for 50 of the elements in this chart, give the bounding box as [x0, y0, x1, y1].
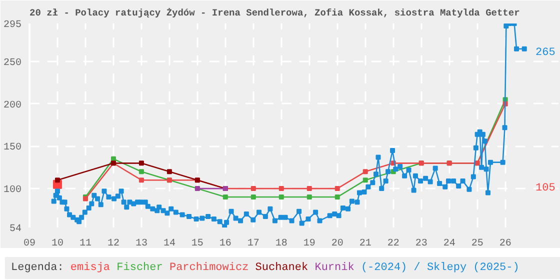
point	[138, 160, 144, 166]
x-tick-label: 20	[331, 238, 344, 250]
chart-title: 20 zł - Polacy ratujący Żydów - Irena Sendlerowa, Zofia Kossak, siostra Matylda Getter	[30, 8, 520, 18]
point	[278, 186, 284, 192]
x-tick-label: 24	[443, 238, 456, 250]
x-tick-label: 14	[163, 238, 176, 250]
y-tick-label: 150	[3, 142, 22, 154]
x-tick-label: 19	[303, 238, 316, 250]
point	[166, 169, 172, 174]
point	[222, 194, 228, 200]
x-tick-label: 11	[79, 238, 92, 250]
x-tick-label: 26	[499, 238, 512, 250]
x-tick-label: 10	[51, 238, 64, 250]
x-tick-label: 21	[359, 238, 372, 250]
point	[362, 178, 368, 183]
text: Parchimowicz	[169, 262, 249, 274]
y-tick-label: 54	[10, 224, 22, 235]
point	[306, 194, 312, 200]
text: emisja	[70, 262, 110, 274]
point	[138, 178, 144, 183]
y-tick-label: 100	[3, 185, 22, 196]
point	[250, 194, 256, 200]
y-tick-label: 200	[3, 100, 22, 112]
x-tick-label: 13	[135, 238, 148, 250]
x-tick-label: 25	[471, 238, 484, 250]
x-tick-label: 22	[387, 238, 400, 250]
point	[334, 186, 340, 192]
y-tick-label: 250	[3, 58, 22, 70]
x-tick-label: 16	[219, 238, 232, 250]
y-tick-label: 295	[3, 20, 22, 31]
x-tick-label: 12	[107, 238, 120, 250]
x-tick-label: 15	[191, 238, 204, 250]
legend-title: Legenda:	[11, 262, 64, 274]
text: (-2024) / Sklepy (2025-)	[360, 262, 520, 274]
point	[250, 186, 256, 192]
x-tick-label: 17	[247, 238, 260, 250]
annotation: 265	[536, 46, 556, 59]
text: Kurnik	[314, 262, 354, 274]
point	[334, 194, 340, 200]
x-tick-label: 23	[415, 238, 428, 250]
point	[306, 186, 312, 192]
x-tick-label: 18	[275, 238, 288, 250]
annotation: 105	[536, 182, 556, 194]
text: Fischer	[116, 262, 163, 274]
point	[278, 194, 284, 200]
point	[138, 169, 144, 174]
text: Suchanek	[255, 262, 308, 274]
x-tick-label: 09	[24, 238, 36, 250]
point	[362, 169, 368, 174]
point	[54, 178, 60, 183]
